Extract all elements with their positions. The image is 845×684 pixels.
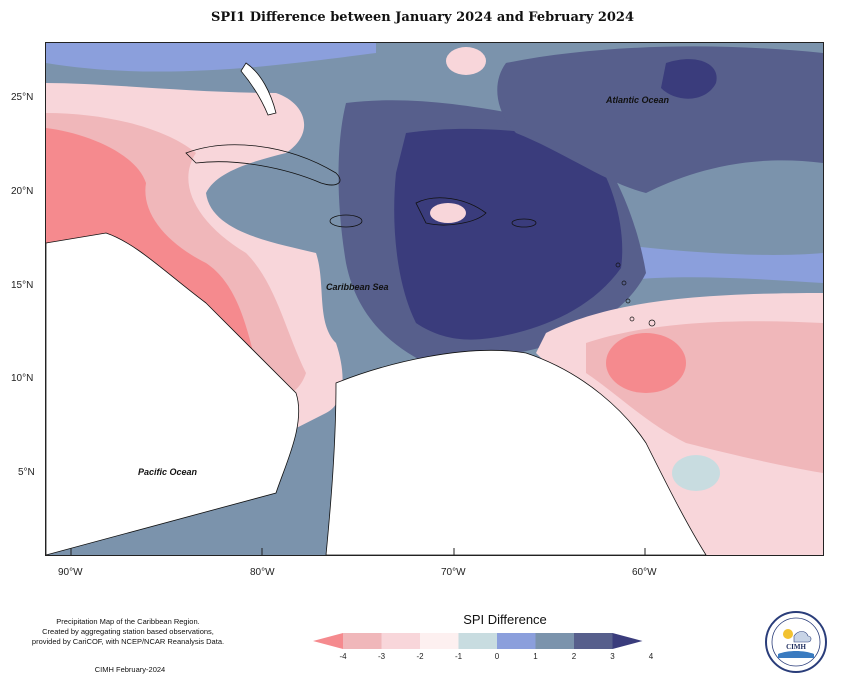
lat-tick-5n: 5°N (18, 467, 35, 478)
legend-tick-label: -2 (416, 652, 424, 661)
legend-tick-label: 4 (648, 652, 654, 661)
legend-title: SPI Difference (463, 612, 547, 627)
label-atlantic-ocean: Atlantic Ocean (606, 95, 670, 105)
legend-tick-label: 3 (610, 652, 615, 661)
label-pacific-ocean: Pacific Ocean (138, 467, 198, 477)
credit-footer: CIMH February-2024 (94, 665, 166, 674)
lon-tick-90w: 90°W (58, 567, 83, 578)
legend-tick-label: -1 (454, 652, 463, 661)
legend-tick-label: -4 (339, 652, 347, 661)
lon-tick-70w: 70°W (441, 567, 466, 578)
legend-swatch (497, 633, 536, 649)
lon-tick-60w: 60°W (632, 567, 657, 578)
credit-line-3: provided by CariCOF, with NCEP/NCAR Rean… (31, 637, 225, 646)
lat-tick-15n: 15°N (11, 280, 34, 291)
legend-tick-label: 1 (533, 652, 538, 661)
cimh-logo: CIMH (765, 611, 827, 673)
lat-tick-25n: 25°N (11, 92, 34, 103)
legend-tick-label: -3 (377, 652, 386, 661)
legend-arrow-low (313, 633, 343, 649)
legend-tick-label: 0 (494, 652, 500, 661)
credits-block: Precipitation Map of the Caribbean Regio… (8, 617, 248, 647)
map-title: SPI1 Difference between January 2024 and… (210, 10, 635, 25)
credit-line-1: Precipitation Map of the Caribbean Regio… (56, 617, 200, 626)
map-area (45, 42, 824, 556)
legend-swatch (420, 633, 459, 649)
lat-tick-20n: 20°N (11, 186, 34, 197)
legend-tick-label: 2 (571, 652, 577, 661)
lon-tick-80w: 80°W (250, 567, 275, 578)
logo-text: CIMH (786, 643, 806, 651)
spi-map-svg (46, 43, 823, 555)
legend-arrow-high (612, 633, 643, 649)
legend-swatch (535, 633, 574, 649)
legend-swatch (343, 633, 382, 649)
credit-line-2: Created by aggregating station based obs… (42, 627, 214, 636)
legend-colorbar (313, 633, 643, 649)
legend-swatch (458, 633, 497, 649)
legend-swatch (381, 633, 420, 649)
legend-swatch (574, 633, 613, 649)
lat-tick-10n: 10°N (11, 373, 34, 384)
label-caribbean-sea: Caribbean Sea (326, 282, 389, 292)
